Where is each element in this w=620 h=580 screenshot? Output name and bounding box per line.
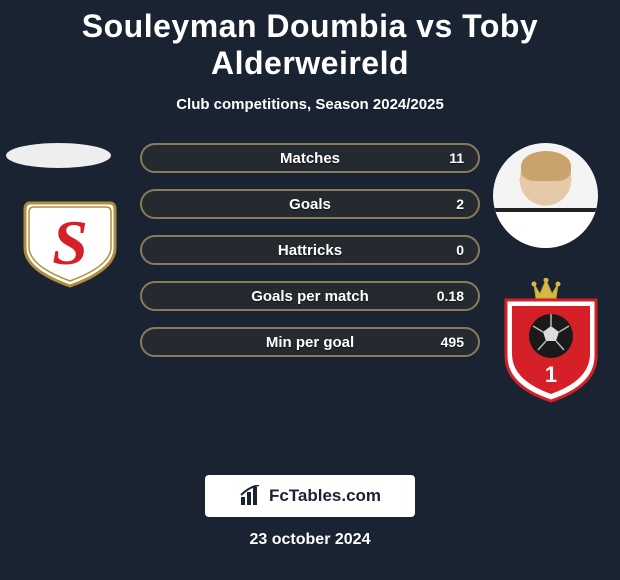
bars-icon bbox=[239, 485, 263, 507]
stat-row-goals: Goals 2 bbox=[140, 189, 480, 219]
stat-label: Goals per match bbox=[251, 288, 369, 305]
stat-row-goals-per-match: Goals per match 0.18 bbox=[140, 281, 480, 311]
stat-row-hattricks: Hattricks 0 bbox=[140, 235, 480, 265]
stat-label: Matches bbox=[280, 150, 340, 167]
player-right-photo bbox=[493, 143, 598, 248]
stat-value-right: 2 bbox=[456, 196, 464, 212]
stat-label: Hattricks bbox=[278, 242, 342, 259]
footer-date: 23 october 2024 bbox=[0, 531, 620, 549]
subtitle: Club competitions, Season 2024/2025 bbox=[0, 96, 620, 113]
brand-box[interactable]: FcTables.com bbox=[205, 475, 415, 517]
stat-row-min-per-goal: Min per goal 495 bbox=[140, 327, 480, 357]
silhouette-placeholder bbox=[6, 143, 111, 168]
player-left-photo bbox=[6, 143, 111, 168]
brand-text: FcTables.com bbox=[269, 486, 381, 506]
stat-row-matches: Matches 11 bbox=[140, 143, 480, 173]
stats-list: Matches 11 Goals 2 Hattricks 0 Goals per… bbox=[140, 143, 480, 373]
club-left-logo: S bbox=[20, 198, 120, 288]
portrait-jersey bbox=[493, 208, 598, 248]
stat-value-right: 0 bbox=[456, 242, 464, 258]
club-right-number: 1 bbox=[545, 362, 557, 387]
stat-label: Goals bbox=[289, 196, 331, 213]
player-right-portrait bbox=[493, 143, 598, 248]
stat-value-right: 495 bbox=[441, 334, 464, 350]
club-left-letter: S bbox=[52, 207, 88, 278]
page-title: Souleyman Doumbia vs Toby Alderweireld bbox=[0, 0, 620, 82]
standard-liege-shield-icon: S bbox=[20, 198, 120, 288]
comparison-panel: S 1 Matches 11 bbox=[0, 143, 620, 423]
portrait-hair bbox=[521, 151, 571, 181]
stat-value-right: 11 bbox=[449, 150, 464, 166]
crown-icon bbox=[532, 278, 561, 298]
royal-antwerp-shield-icon: 1 bbox=[496, 278, 606, 403]
club-right-logo: 1 bbox=[496, 278, 606, 403]
stat-label: Min per goal bbox=[266, 334, 354, 351]
stat-value-right: 0.18 bbox=[437, 288, 464, 304]
